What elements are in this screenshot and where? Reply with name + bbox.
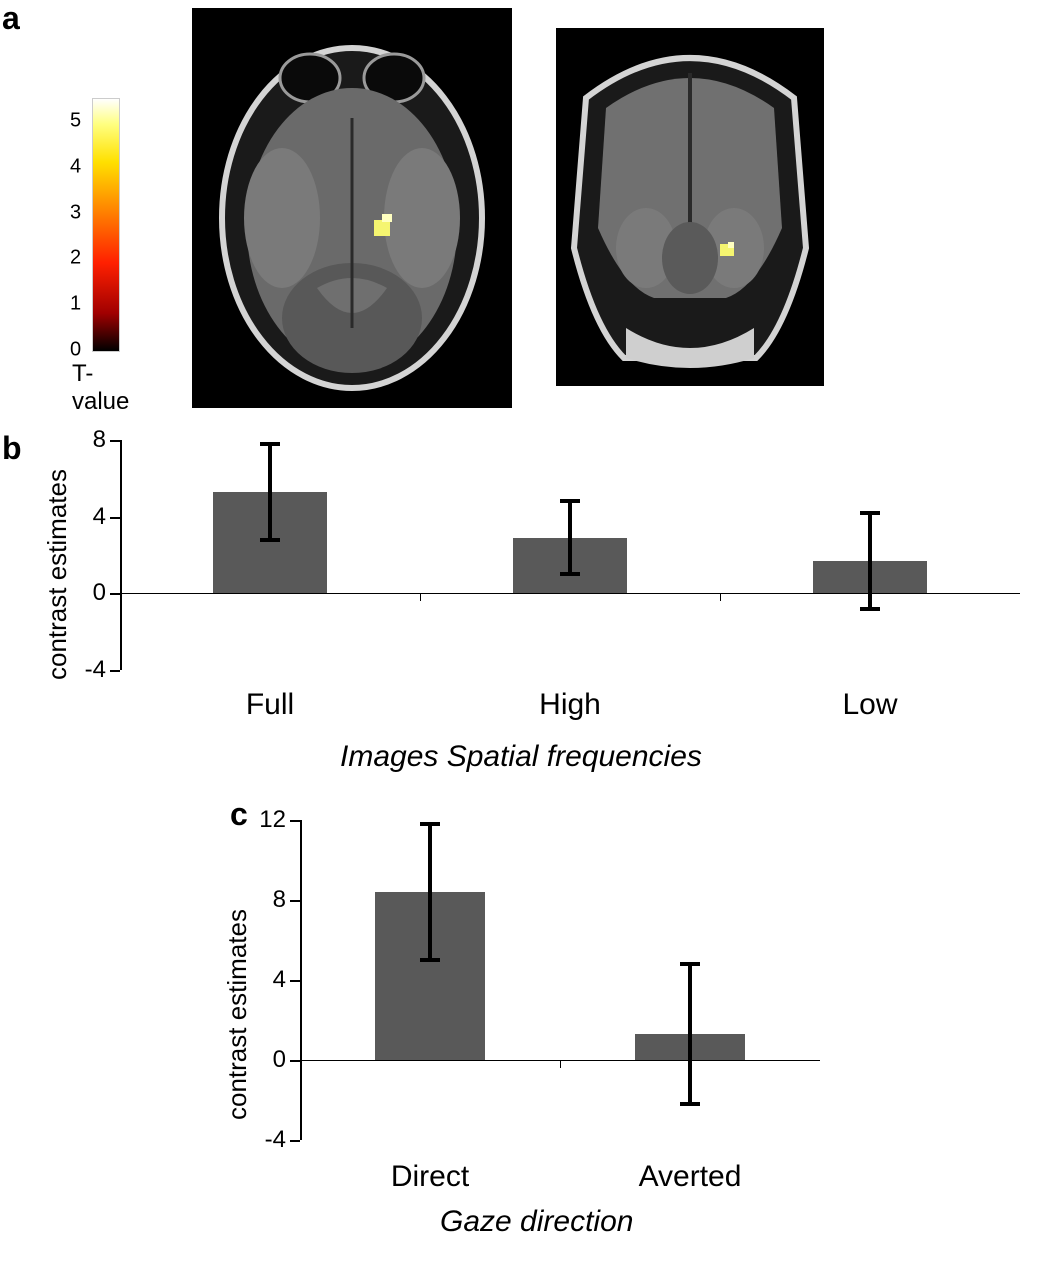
panel_c-ytick [290, 820, 300, 822]
chart-b: contrast estimates -4048 FullHighLow Ima… [50, 430, 1030, 770]
panel_b-errorbar [868, 513, 872, 609]
panel_c-ytick-label: 4 [273, 966, 286, 994]
colorbar-tick: 5 [70, 109, 81, 132]
panel_c-ytick [290, 1060, 300, 1062]
panel_b-errorbar-cap [260, 442, 280, 446]
chart-b-ylabel: contrast estimates [42, 469, 73, 680]
colorbar-tick: 4 [70, 155, 81, 178]
chart-b-y-axis [120, 440, 122, 670]
panel_b-errorbar-cap [860, 511, 880, 515]
chart-b-plot: -4048 [120, 440, 1020, 670]
panel_b-errorbar-cap [260, 538, 280, 542]
panel_c-errorbar [428, 824, 432, 960]
colorbar-label: T-value [72, 360, 150, 416]
panel_c-errorbar-cap [420, 958, 440, 962]
panel_b-xtick [420, 593, 421, 601]
colorbar: 012345 T-value [60, 80, 150, 400]
panel_c-ytick [290, 1140, 300, 1142]
panel_b-ytick-label: -4 [85, 656, 106, 684]
panel_b-category-label: High [539, 688, 601, 722]
chart-c-plot: -404812 [300, 820, 820, 1140]
chart-b-xlabel: Images Spatial frequencies [340, 740, 702, 774]
panel_c-errorbar [688, 964, 692, 1104]
panel_c-xtick [560, 1060, 561, 1068]
panel_b-ytick-label: 4 [93, 503, 106, 531]
panel_c-ytick-label: -4 [265, 1126, 286, 1154]
panel_c-ytick-label: 8 [273, 886, 286, 914]
colorbar-gradient [92, 98, 120, 352]
panel_b-errorbar-cap [560, 572, 580, 576]
colorbar-tick: 3 [70, 201, 81, 224]
panel_b-x-axis [120, 593, 1020, 594]
chart-c-xlabel: Gaze direction [440, 1205, 633, 1239]
panel-label-a: a [2, 0, 20, 37]
panel_b-ytick-label: 8 [93, 426, 106, 454]
panel_b-xtick [720, 593, 721, 601]
panel_b-errorbar-cap [860, 607, 880, 611]
panel_b-ytick-label: 0 [93, 579, 106, 607]
panel_b-ytick [110, 517, 120, 519]
chart-c: contrast estimates -404812 DirectAverted… [230, 810, 850, 1240]
chart-c-y-axis [300, 820, 302, 1140]
colorbar-tick: 0 [70, 339, 81, 362]
panel_b-errorbar [268, 444, 272, 540]
panel_c-ytick [290, 900, 300, 902]
panel_b-ytick [110, 670, 120, 672]
panel_b-ytick [110, 440, 120, 442]
colorbar-tick: 2 [70, 247, 81, 270]
panel_b-errorbar [568, 501, 572, 574]
brain-scan-axial [192, 8, 512, 408]
panel_c-ytick [290, 980, 300, 982]
figure-root: a 012345 T-value [0, 0, 1042, 1280]
panel_b-errorbar-cap [560, 499, 580, 503]
colorbar-tick: 1 [70, 293, 81, 316]
panel_b-category-label: Full [246, 688, 294, 722]
brain-scan-coronal [556, 28, 824, 386]
panel_c-errorbar-cap [680, 962, 700, 966]
panel_c-errorbar-cap [680, 1102, 700, 1106]
panel_c-ytick-label: 12 [259, 806, 286, 834]
panel_b-ytick [110, 593, 120, 595]
panel_c-category-label: Averted [639, 1160, 742, 1194]
panel_c-ytick-label: 0 [273, 1046, 286, 1074]
chart-c-ylabel: contrast estimates [222, 909, 253, 1120]
panel_b-category-label: Low [842, 688, 897, 722]
panel-label-b: b [2, 430, 22, 467]
panel_c-errorbar-cap [420, 822, 440, 826]
panel_c-category-label: Direct [391, 1160, 469, 1194]
